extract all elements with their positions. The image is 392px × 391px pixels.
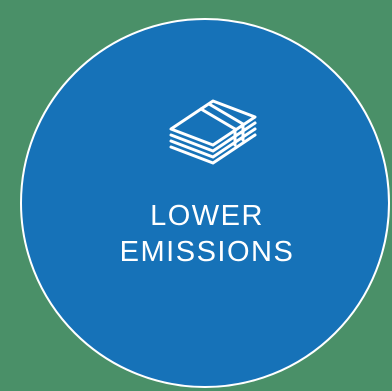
badge-label: LOWER EMISSIONS [22, 198, 392, 270]
money-stack-icon [169, 99, 257, 165]
badge-label-line1: LOWER [150, 200, 264, 232]
badge-label-line2: EMISSIONS [119, 236, 295, 268]
lower-emissions-badge: LOWER EMISSIONS [20, 18, 390, 388]
